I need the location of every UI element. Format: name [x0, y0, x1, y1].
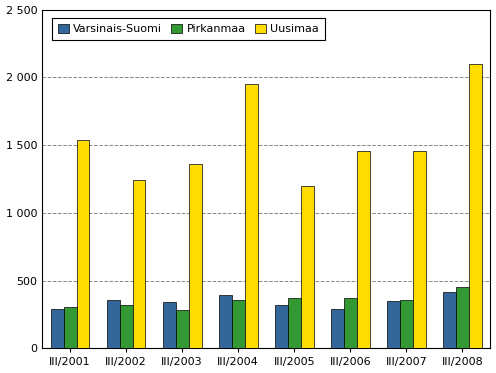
Bar [456, 287, 469, 348]
Bar [357, 151, 370, 348]
Bar [107, 300, 120, 348]
Bar [301, 186, 313, 348]
Bar [132, 180, 145, 348]
Bar [413, 151, 426, 348]
Bar [275, 305, 288, 348]
Bar [400, 300, 413, 348]
Bar [245, 84, 257, 348]
Bar [443, 292, 456, 348]
Bar [51, 309, 63, 348]
Bar [232, 300, 245, 348]
Bar [288, 298, 301, 348]
Bar [331, 309, 344, 348]
Bar [469, 64, 482, 348]
Bar [188, 164, 201, 348]
Bar [163, 302, 176, 348]
Bar [176, 310, 188, 348]
Legend: Varsinais-Suomi, Pirkanmaa, Uusimaa: Varsinais-Suomi, Pirkanmaa, Uusimaa [52, 19, 324, 40]
Bar [120, 305, 132, 348]
Bar [344, 298, 357, 348]
Bar [219, 295, 232, 348]
Bar [76, 140, 89, 348]
Bar [63, 307, 76, 348]
Bar [387, 301, 400, 348]
